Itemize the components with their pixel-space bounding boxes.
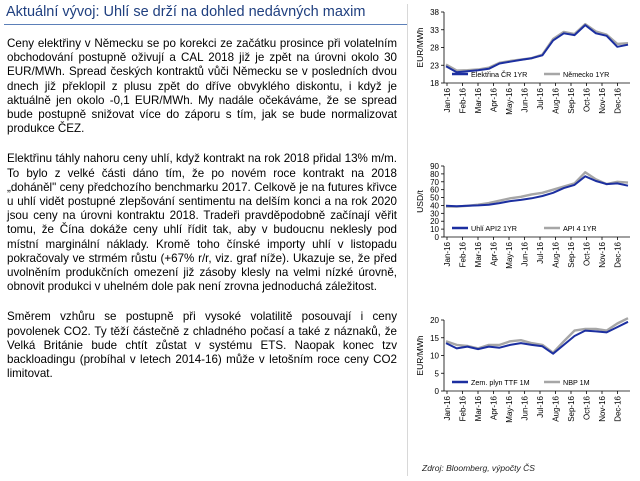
page-title: Aktuální vývoj: Uhlí se drží na dohled n…: [6, 4, 366, 20]
y-tick-label: 20: [430, 217, 439, 226]
x-tick-label: May-16: [505, 395, 514, 422]
x-tick-label: Nov-16: [598, 87, 607, 113]
x-tick-label: Dec-16: [614, 395, 623, 421]
y-tick-label: 10: [430, 352, 439, 361]
y-tick-label: 40: [430, 201, 439, 210]
y-tick-label: 10: [430, 225, 439, 234]
x-tick-label: Jun-16: [521, 241, 530, 266]
x-tick-label: Mar-16: [474, 87, 483, 113]
y-tick-label: 70: [430, 178, 439, 187]
y-tick-label: 0: [435, 387, 440, 396]
series-line-2: [445, 22, 629, 72]
title-rule: [4, 24, 408, 25]
x-tick-label: Nov-16: [598, 241, 607, 267]
series-line-1: [445, 320, 629, 355]
x-tick-label: Apr-16: [490, 87, 499, 112]
source-note: Zdroj: Bloomberg, výpočty ČS: [422, 463, 535, 473]
legend-label-2: NBP 1M: [563, 378, 590, 387]
paragraph-power: Ceny elektřiny v Německu se po korekci z…: [7, 37, 397, 136]
x-tick-label: Jan-16: [443, 87, 452, 112]
x-tick-label: Jun-16: [521, 395, 530, 420]
power-price-chart: 18 23 28 33 38 EUR/MWh Jan-16 Feb-16 Mar-16 Apr-1…: [415, 8, 630, 115]
series-line-1: [445, 24, 629, 74]
x-tick-label: Aug-16: [552, 395, 561, 421]
legend-label-2: Německo 1YR: [563, 70, 609, 79]
column-divider: [407, 4, 408, 476]
x-tick-label: Mar-16: [474, 241, 483, 267]
y-axis-title: EUR/MWh: [415, 335, 425, 375]
x-tick-label: Jun-16: [521, 87, 530, 112]
legend-label-2: API 4 1YR: [563, 224, 597, 233]
y-tick-label: 28: [430, 44, 439, 53]
y-tick-label: 90: [430, 162, 439, 171]
x-tick-label: Feb-16: [459, 241, 468, 267]
x-tick-label: Aug-16: [552, 87, 561, 113]
y-tick-label: 20: [430, 316, 439, 325]
x-tick-label: Sep-16: [567, 241, 576, 267]
x-tick-label: Jul-16: [536, 395, 545, 417]
x-tick-label: Dec-16: [614, 241, 623, 267]
paragraph-co2: Směrem vzhůru se postupně při vysoké vol…: [7, 310, 397, 381]
x-tick-label: Aug-16: [552, 241, 561, 267]
y-tick-label: 18: [430, 79, 439, 88]
legend-label-1: Elektřina ČR 1YR: [471, 70, 527, 79]
x-tick-label: May-16: [505, 87, 514, 114]
gas-price-chart: 0 5 10 15 20 EUR/MWh Jan-16 Feb-16 Mar-16 Apr-16 M…: [415, 316, 630, 423]
x-tick-label: Oct-16: [583, 395, 592, 420]
x-tick-label: Nov-16: [598, 395, 607, 421]
x-tick-label: Feb-16: [459, 395, 468, 421]
y-tick-label: 38: [430, 8, 439, 17]
x-tick-label: Mar-16: [474, 395, 483, 421]
paragraph-coal: Elektřinu táhly nahoru ceny uhlí, když k…: [7, 152, 397, 294]
y-tick-label: 50: [430, 194, 439, 203]
y-axis-title: EUR/MWh: [415, 27, 425, 67]
y-tick-label: 80: [430, 170, 439, 179]
legend-label-1: Uhlí API2 1YR: [471, 224, 517, 233]
series-line-1: [445, 175, 629, 208]
y-axis-title: USD/t: [415, 190, 425, 213]
body-text: Ceny elektřiny v Německu se po korekci z…: [7, 37, 397, 395]
y-tick-label: 15: [430, 334, 439, 343]
x-tick-label: Feb-16: [459, 87, 468, 113]
x-tick-label: Oct-16: [583, 241, 592, 266]
y-tick-label: 0: [435, 233, 440, 242]
x-tick-label: Dec-16: [614, 87, 623, 113]
y-tick-label: 30: [430, 209, 439, 218]
legend-label-1: Zem. plyn TTF 1M: [471, 378, 530, 387]
y-tick-label: 60: [430, 186, 439, 195]
x-tick-label: Jul-16: [536, 87, 545, 109]
x-tick-label: Oct-16: [583, 87, 592, 112]
x-tick-label: Apr-16: [490, 395, 499, 420]
series-line-2: [446, 171, 629, 208]
y-tick-label: 33: [430, 26, 439, 35]
y-tick-label: 23: [430, 61, 439, 70]
x-tick-label: Jan-16: [443, 395, 452, 420]
x-tick-label: May-16: [505, 241, 514, 268]
x-tick-label: Apr-16: [490, 241, 499, 266]
x-tick-label: Sep-16: [567, 395, 576, 421]
y-tick-label: 5: [435, 369, 440, 378]
x-tick-label: Sep-16: [567, 87, 576, 113]
x-tick-label: Jan-16: [443, 241, 452, 266]
x-tick-label: Jul-16: [536, 241, 545, 263]
